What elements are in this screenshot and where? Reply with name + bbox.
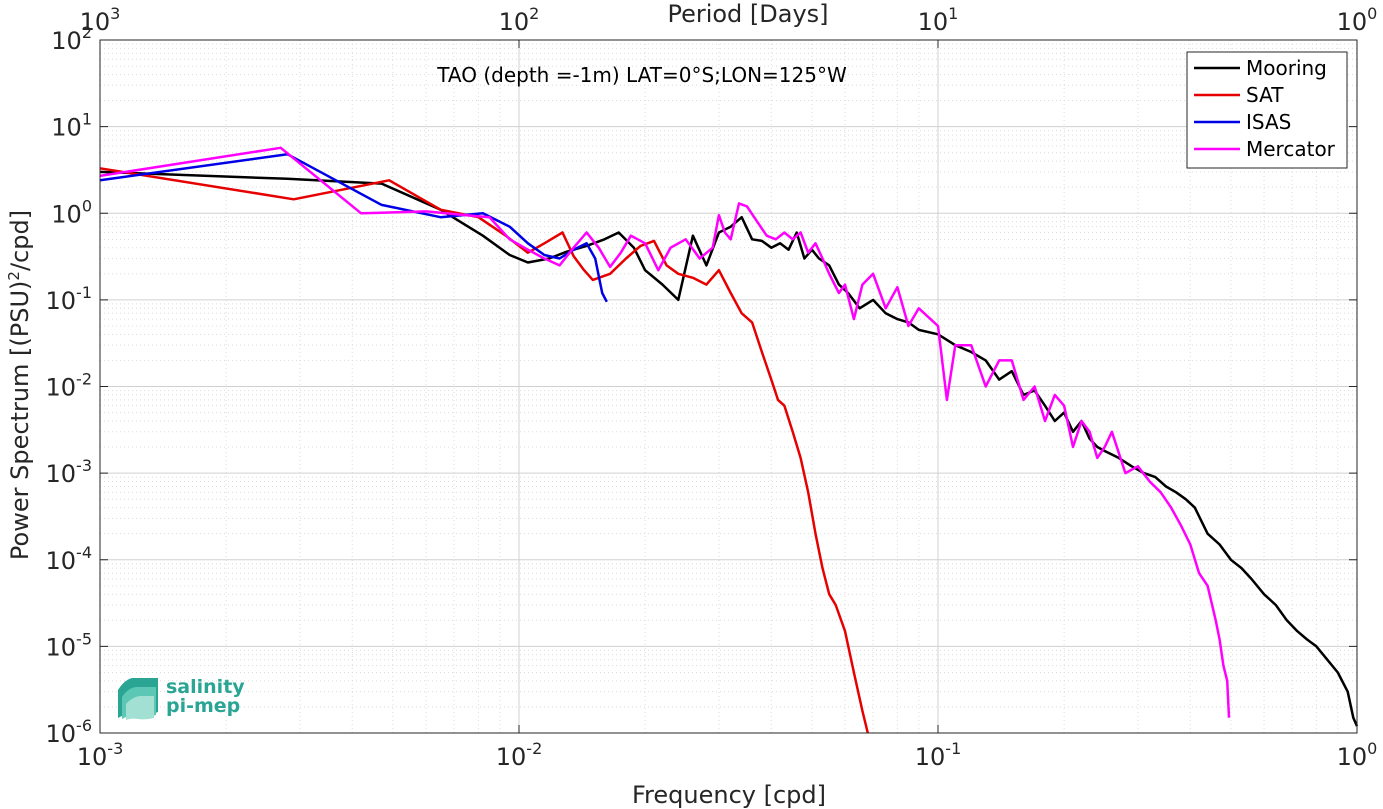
top-tick-label: 103 <box>80 4 121 36</box>
y-axis-label-end: /cpd] <box>6 210 34 271</box>
y-tick-label: 10-3 <box>46 456 93 488</box>
logo-line1: salinity <box>166 676 245 698</box>
legend-label-mercator: Mercator <box>1246 137 1336 161</box>
top-tick-label: 102 <box>499 4 540 36</box>
y-tick-label: 101 <box>51 110 92 142</box>
x-tick-label: 10-3 <box>77 739 124 771</box>
y-tick-label: 102 <box>51 23 92 55</box>
top-tick-label: 100 <box>1337 4 1378 36</box>
y-axis-label: Power Spectrum [(PSU)2/cpd] <box>5 210 34 560</box>
y-tick-label: 10-2 <box>46 370 93 402</box>
y-axis-label-sup: 2 <box>5 271 23 281</box>
y-axis-label-main: Power Spectrum [(PSU) <box>6 281 34 560</box>
logo-line2: pi-mep <box>166 695 240 717</box>
y-tick-label: 10-1 <box>46 283 93 315</box>
series-line-sat <box>99 167 870 734</box>
top-tick-label: 101 <box>918 4 959 36</box>
top-axis-label: Period [Days] <box>667 0 828 28</box>
x-axis-label: Frequency [cpd] <box>632 781 826 809</box>
logo-wave-icon <box>118 678 158 720</box>
y-tick-label: 10-6 <box>46 716 93 748</box>
series-line-mercator <box>99 146 1231 718</box>
legend-label-isas: ISAS <box>1246 110 1291 134</box>
chart-annotation: TAO (depth =-1m) LAT=0°S;LON=125°W <box>436 63 847 87</box>
x-tick-label: 10-1 <box>915 739 962 771</box>
y-tick-label: 100 <box>51 196 92 228</box>
legend-label-mooring: Mooring <box>1246 56 1327 80</box>
series-lines <box>99 146 1359 734</box>
salinity-pi-mep-logo: salinity pi-mep <box>118 676 245 720</box>
y-tick-label: 10-4 <box>46 543 93 575</box>
legend: Mooring SAT ISAS Mercator <box>1186 51 1348 169</box>
y-tick-label: 10-5 <box>46 629 93 661</box>
legend-label-sat: SAT <box>1246 83 1284 107</box>
x-tick-label: 100 <box>1337 739 1378 771</box>
x-tick-label: 10-2 <box>496 739 543 771</box>
series-line-isas <box>99 152 608 303</box>
grid <box>99 40 1357 734</box>
